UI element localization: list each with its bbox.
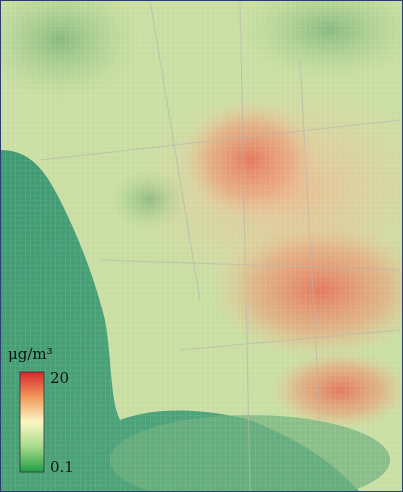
legend-min: 0.1 [50, 458, 74, 476]
colorbar [19, 371, 45, 473]
legend-unit: μg/m³ [8, 345, 53, 363]
legend-max: 20 [50, 369, 69, 387]
